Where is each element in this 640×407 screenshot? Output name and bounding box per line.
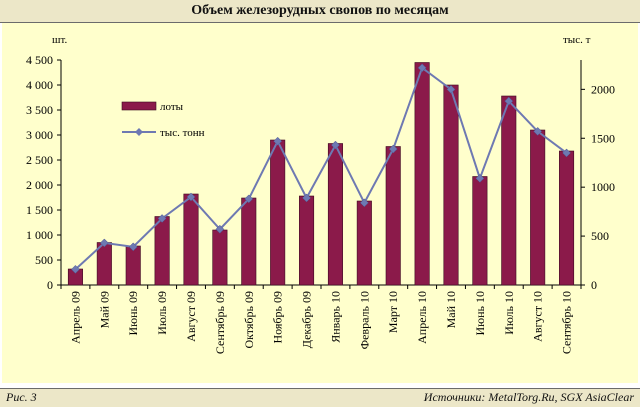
x-category-label: Сентябрь 10 [560, 291, 574, 354]
line-point-marker [186, 192, 196, 202]
left-tick-label: 2 500 [26, 153, 53, 167]
line-point-marker [475, 174, 485, 183]
x-category-label: Июнь 10 [473, 291, 487, 336]
bar-lots [385, 146, 401, 286]
x-category-label: Декабрь 09 [300, 291, 314, 348]
right-axis-unit: тыс. т [563, 34, 591, 46]
x-category-label: Июль 10 [502, 291, 516, 335]
bar-lots [241, 197, 257, 286]
left-tick-label: 4 500 [26, 53, 53, 67]
line-point-marker [273, 136, 283, 146]
line-point-marker [302, 193, 311, 203]
line-point-marker [504, 96, 514, 106]
left-tick-label: 2 000 [26, 178, 53, 192]
legend-line-marker [135, 128, 143, 136]
right-tick-label: 2000 [591, 82, 615, 96]
x-category-label: Январь 10 [328, 291, 342, 343]
legend-bar-label: лоты [160, 101, 184, 113]
x-category-label: Февраль 10 [357, 291, 371, 349]
bar-lots [183, 193, 199, 286]
line-point-marker [388, 144, 398, 154]
chart-title: Объем железорудных свопов по месяцам [0, 0, 640, 23]
bar-lots [501, 95, 517, 286]
left-tick-label: 1 500 [26, 203, 53, 217]
left-tick-label: 500 [35, 253, 53, 267]
bar-lots [356, 200, 372, 286]
line-point-marker [71, 264, 80, 274]
line-point-marker [562, 148, 571, 158]
bar-lots [299, 195, 315, 286]
x-category-label: Октябрь 09 [242, 291, 256, 349]
bar-lots [212, 229, 228, 286]
line-thousand-tonnes [74, 66, 568, 271]
bar-lots [327, 143, 343, 286]
bar-lots [154, 216, 170, 286]
bar-lots [559, 150, 575, 286]
x-category-label: Сентябрь 09 [213, 291, 227, 354]
x-category-label: Август 09 [184, 291, 198, 342]
figure-label: Рис. 3 [6, 390, 37, 404]
x-category-label: Июль 09 [155, 291, 169, 335]
line-point-marker [99, 238, 109, 248]
line-point-marker [417, 63, 427, 73]
x-category-label: Август 10 [531, 291, 545, 342]
legend-line-label: тыс. тонн [160, 127, 205, 139]
bar-lots [270, 139, 286, 286]
legend-bar-swatch [121, 101, 157, 111]
right-tick-label: 0 [591, 278, 597, 292]
x-category-label: Май 09 [97, 291, 111, 328]
line-point-marker [215, 224, 225, 234]
left-tick-label: 4 000 [26, 78, 53, 92]
right-tick-label: 1000 [591, 180, 615, 194]
left-axis-unit: шт. [52, 34, 67, 46]
left-tick-label: 0 [47, 278, 53, 292]
right-tick-label: 1500 [591, 131, 615, 145]
x-category-label: Апрель 09 [68, 291, 82, 344]
line-point-marker [446, 84, 456, 94]
footer: Рис. 3 Источники: MetalTorg.Ru, SGX Asia… [0, 388, 640, 407]
bar-lots [530, 129, 546, 286]
sources-note: Источники: MetalTorg.Ru, SGX AsiaClear [423, 390, 634, 404]
left-tick-label: 1 000 [26, 228, 53, 242]
x-category-label: Март 10 [386, 291, 400, 333]
left-tick-label: 3 500 [26, 103, 53, 117]
x-category-label: Апрель 10 [415, 291, 429, 344]
bar-lots [472, 176, 488, 286]
left-tick-label: 3 000 [26, 128, 53, 142]
line-point-marker [331, 140, 340, 150]
bar-lots [443, 84, 459, 286]
line-point-marker [359, 198, 369, 208]
x-category-label: Май 10 [444, 291, 458, 328]
right-tick-label: 500 [591, 229, 609, 243]
line-point-marker [244, 194, 254, 204]
bar-lots [414, 62, 430, 286]
bar-lots [125, 245, 141, 286]
x-category-label: Ноябрь 09 [271, 291, 285, 344]
line-point-marker [533, 127, 543, 136]
line-point-marker [157, 214, 167, 223]
line-point-marker [128, 242, 138, 252]
x-category-label: Июнь 09 [126, 291, 140, 336]
